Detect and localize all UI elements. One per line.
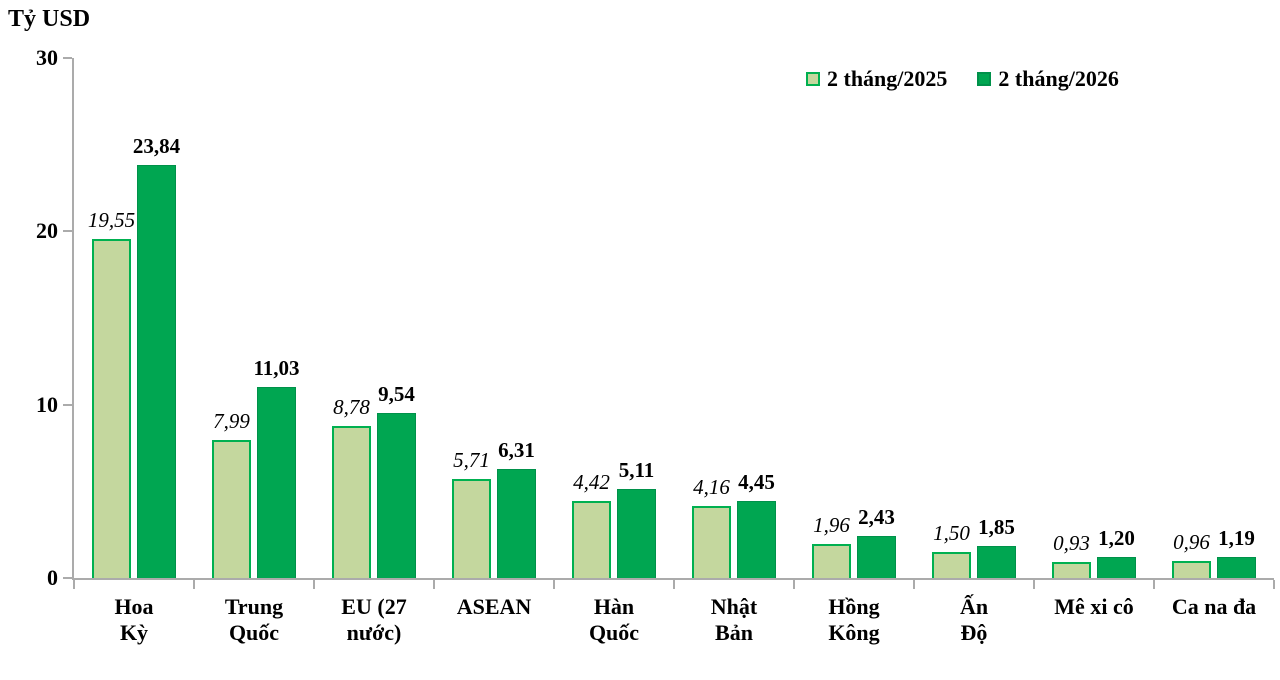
- bar-value-label: 0,96: [1173, 530, 1210, 554]
- y-axis-tick: [63, 403, 72, 406]
- bar-22025-0: [92, 239, 131, 578]
- x-axis-tick: [313, 580, 315, 589]
- legend-marker-2025-icon: [806, 72, 820, 86]
- bar-value-label: 4,42: [573, 470, 610, 494]
- bar-value-label: 7,99: [213, 409, 250, 433]
- bar-22025-4: [572, 501, 611, 578]
- bar-value-label: 1,50: [933, 521, 970, 545]
- bar-value-label: 1,85: [978, 515, 1015, 539]
- category-label-2: EU (27 nước): [341, 594, 407, 645]
- x-axis-tick: [793, 580, 795, 589]
- x-axis-tick: [193, 580, 195, 589]
- bar-value-label: 5,71: [453, 448, 490, 472]
- bar-value-label: 4,16: [693, 475, 730, 499]
- bar-value-label: 4,45: [738, 470, 775, 494]
- legend-marker-2026-icon: [977, 72, 992, 86]
- x-axis-tick: [73, 580, 75, 589]
- y-axis-tick-label: 20: [36, 218, 58, 244]
- y-axis-tick: [63, 577, 72, 579]
- y-axis-tick: [63, 230, 72, 233]
- bar-22025-3: [452, 479, 491, 578]
- bar-22026-1: [257, 387, 296, 578]
- bar-22026-9: [1217, 557, 1256, 578]
- x-axis-tick: [1153, 580, 1155, 589]
- bar-value-label: 1,96: [813, 513, 850, 537]
- bar-22026-4: [617, 489, 656, 578]
- bar-22026-6: [857, 536, 896, 578]
- bar-value-label: 9,54: [378, 382, 415, 406]
- bar-value-label: 19,55: [87, 208, 136, 232]
- category-label-4: Hàn Quốc: [588, 594, 640, 645]
- bar-22026-7: [977, 546, 1016, 578]
- category-label-1: Trung Quốc: [224, 594, 284, 645]
- bar-22026-5: [737, 501, 776, 578]
- legend-label-2026: 2 tháng/2026: [998, 66, 1119, 91]
- bar-22026-2: [377, 413, 416, 578]
- bar-value-label: 1,20: [1098, 526, 1135, 550]
- y-axis-tick: [63, 57, 72, 59]
- x-axis-tick: [553, 580, 555, 589]
- bar-22025-9: [1172, 561, 1211, 578]
- x-axis-tick: [433, 580, 435, 589]
- legend-item-2026: 2 tháng/2026: [977, 66, 1119, 92]
- y-axis-unit-label: Tỷ USD: [8, 6, 91, 32]
- x-axis-tick: [673, 580, 675, 589]
- y-axis-tick-label: 30: [36, 45, 58, 70]
- bar-22026-8: [1097, 557, 1136, 578]
- category-label-9: Ca na đa: [1171, 594, 1257, 619]
- category-label-7: Ấn Độ: [959, 594, 989, 645]
- bar-22025-5: [692, 506, 731, 578]
- bar-value-label: 5,11: [618, 458, 655, 482]
- chart-legend: 2 tháng/2025 2 tháng/2026: [806, 66, 1119, 92]
- y-axis-tick-label: 0: [47, 565, 58, 590]
- category-label-8: Mê xi cô: [1054, 594, 1134, 619]
- legend-label-2025: 2 tháng/2025: [827, 66, 948, 91]
- x-axis-tick: [913, 580, 915, 589]
- bar-22025-7: [932, 552, 971, 578]
- category-label-3: ASEAN: [456, 594, 532, 619]
- x-axis-tick: [1273, 580, 1275, 589]
- bar-22025-2: [332, 426, 371, 578]
- category-label-5: Nhật Bản: [710, 594, 758, 645]
- bar-value-label: 2,43: [858, 505, 895, 529]
- category-label-0: Hoa Kỳ: [114, 594, 154, 645]
- category-label-6: Hồng Kông: [828, 594, 880, 645]
- y-axis-tick-label: 10: [36, 391, 58, 417]
- bar-22025-6: [812, 544, 851, 578]
- bar-22025-1: [212, 440, 251, 578]
- plot-area: 0 10 20 30 19,55 23,84 Hoa Kỳ 7,99 11,03 Trung Quốc…: [36, 47, 1275, 645]
- bar-22026-0: [137, 165, 176, 578]
- bar-value-label: 6,31: [498, 438, 535, 462]
- x-axis-tick: [1033, 580, 1035, 589]
- bar-value-label: 11,03: [253, 356, 300, 380]
- bar-value-label: 23,84: [132, 134, 181, 158]
- bar-value-label: 0,93: [1053, 531, 1090, 555]
- bar-22026-3: [497, 469, 536, 578]
- bar-value-label: 1,19: [1218, 526, 1255, 550]
- bar-value-label: 8,78: [333, 395, 370, 419]
- legend-item-2025: 2 tháng/2025: [806, 66, 947, 92]
- bar-22025-8: [1052, 562, 1091, 578]
